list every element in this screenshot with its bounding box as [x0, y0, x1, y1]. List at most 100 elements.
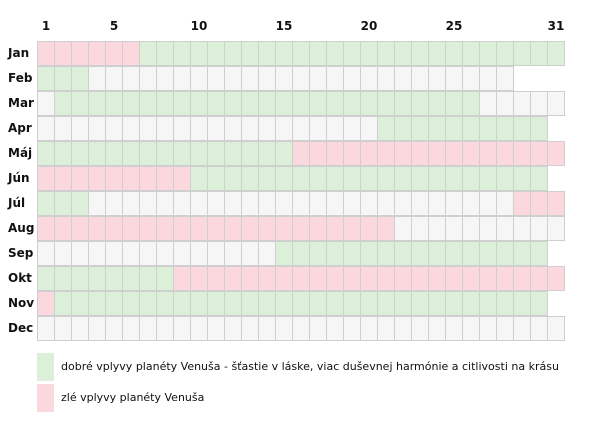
day-cell-Sep-25 [445, 241, 463, 266]
day-cell-Okt-31 [547, 266, 565, 291]
legend-label-good: dobré vplyvy planéty Venuša - šťastie v … [61, 360, 559, 373]
day-cell-Máj-18 [326, 141, 344, 166]
day-cell-Apr-14 [258, 116, 276, 141]
day-cell-Jún-1 [37, 166, 55, 191]
day-cell-Mar-24 [428, 91, 446, 116]
day-cell-Jún-25 [445, 166, 463, 191]
day-cell-Júl-31 [547, 191, 565, 216]
day-cell-Júl-24 [428, 191, 446, 216]
day-cell-Sep-8 [156, 241, 174, 266]
legend-label-bad: zlé vplyvy planéty Venuša [61, 391, 205, 404]
day-cell-Sep-26 [462, 241, 480, 266]
day-cell-Júl-21 [377, 191, 395, 216]
day-cell-Sep-20 [360, 241, 378, 266]
day-cell-Nov-15 [275, 291, 293, 316]
day-cell-Nov-28 [496, 291, 514, 316]
day-cell-Dec-4 [88, 316, 106, 341]
day-cell-Nov-11 [207, 291, 225, 316]
day-cell-Okt-15 [275, 266, 293, 291]
day-cell-Aug-14 [258, 216, 276, 241]
day-cell-Dec-25 [445, 316, 463, 341]
day-cell-Nov-22 [394, 291, 412, 316]
day-cell-Máj-2 [54, 141, 72, 166]
day-cell-Júl-27 [479, 191, 497, 216]
day-cell-Júl-4 [88, 191, 106, 216]
day-cell-Jan-26 [462, 41, 480, 66]
day-cell-Jan-18 [326, 41, 344, 66]
day-cell-Máj-11 [207, 141, 225, 166]
day-cell-Aug-23 [411, 216, 429, 241]
day-cell-Nov-18 [326, 291, 344, 316]
day-cell-Nov-17 [309, 291, 327, 316]
day-cell-Jún-29 [513, 166, 531, 191]
day-cell-Júl-28 [496, 191, 514, 216]
day-cell-Mar-30 [530, 91, 548, 116]
day-cell-Máj-3 [71, 141, 89, 166]
day-cell-Okt-26 [462, 266, 480, 291]
day-cell-Mar-18 [326, 91, 344, 116]
day-cell-Júl-11 [207, 191, 225, 216]
day-cell-Aug-31 [547, 216, 565, 241]
day-cell-Aug-11 [207, 216, 225, 241]
day-cell-Jan-11 [207, 41, 225, 66]
day-cell-Jan-7 [139, 41, 157, 66]
legend-swatch-good [37, 353, 54, 381]
day-cell-Júl-17 [309, 191, 327, 216]
day-cell-Nov-24 [428, 291, 446, 316]
day-cell-Máj-30 [530, 141, 548, 166]
day-cell-Dec-10 [190, 316, 208, 341]
day-cell-Jan-21 [377, 41, 395, 66]
day-cell-Jún-7 [139, 166, 157, 191]
day-cell-Máj-14 [258, 141, 276, 166]
day-cell-Jan-15 [275, 41, 293, 66]
day-cell-Máj-20 [360, 141, 378, 166]
day-cell-Aug-7 [139, 216, 157, 241]
day-cell-Apr-28 [496, 116, 514, 141]
day-cell-Aug-1 [37, 216, 55, 241]
day-cell-Dec-1 [37, 316, 55, 341]
day-cell-Júl-30 [530, 191, 548, 216]
day-cell-Apr-8 [156, 116, 174, 141]
day-cell-Jún-18 [326, 166, 344, 191]
day-cell-Okt-19 [343, 266, 361, 291]
day-cell-Júl-6 [122, 191, 140, 216]
day-cell-Nov-2 [54, 291, 72, 316]
day-cell-Apr-19 [343, 116, 361, 141]
day-cell-Aug-10 [190, 216, 208, 241]
day-cell-Aug-2 [54, 216, 72, 241]
day-cell-Sep-3 [71, 241, 89, 266]
day-cell-Jún-22 [394, 166, 412, 191]
day-cell-Máj-29 [513, 141, 531, 166]
day-cell-Feb-14 [258, 66, 276, 91]
day-cell-Aug-17 [309, 216, 327, 241]
month-label-Nov: Nov [8, 296, 35, 310]
day-cell-Okt-11 [207, 266, 225, 291]
day-cell-Máj-23 [411, 141, 429, 166]
day-cell-Jún-28 [496, 166, 514, 191]
day-cell-Jan-1 [37, 41, 55, 66]
day-cell-Máj-19 [343, 141, 361, 166]
day-cell-Sep-16 [292, 241, 310, 266]
day-cell-Nov-27 [479, 291, 497, 316]
day-cell-Dec-7 [139, 316, 157, 341]
day-cell-Jan-6 [122, 41, 140, 66]
day-cell-Jan-28 [496, 41, 514, 66]
legend-swatch-bad [37, 384, 54, 412]
day-cell-Dec-9 [173, 316, 191, 341]
day-cell-Apr-1 [37, 116, 55, 141]
day-cell-Mar-10 [190, 91, 208, 116]
day-cell-Jún-10 [190, 166, 208, 191]
day-cell-Mar-22 [394, 91, 412, 116]
day-cell-Jan-10 [190, 41, 208, 66]
day-cell-Aug-6 [122, 216, 140, 241]
day-cell-Feb-9 [173, 66, 191, 91]
day-cell-Aug-24 [428, 216, 446, 241]
day-cell-Jún-13 [241, 166, 259, 191]
day-cell-Sep-10 [190, 241, 208, 266]
day-cell-Apr-27 [479, 116, 497, 141]
day-cell-Dec-17 [309, 316, 327, 341]
day-cell-Feb-22 [394, 66, 412, 91]
month-label-Dec: Dec [8, 321, 34, 335]
day-cell-Dec-15 [275, 316, 293, 341]
day-cell-Apr-29 [513, 116, 531, 141]
